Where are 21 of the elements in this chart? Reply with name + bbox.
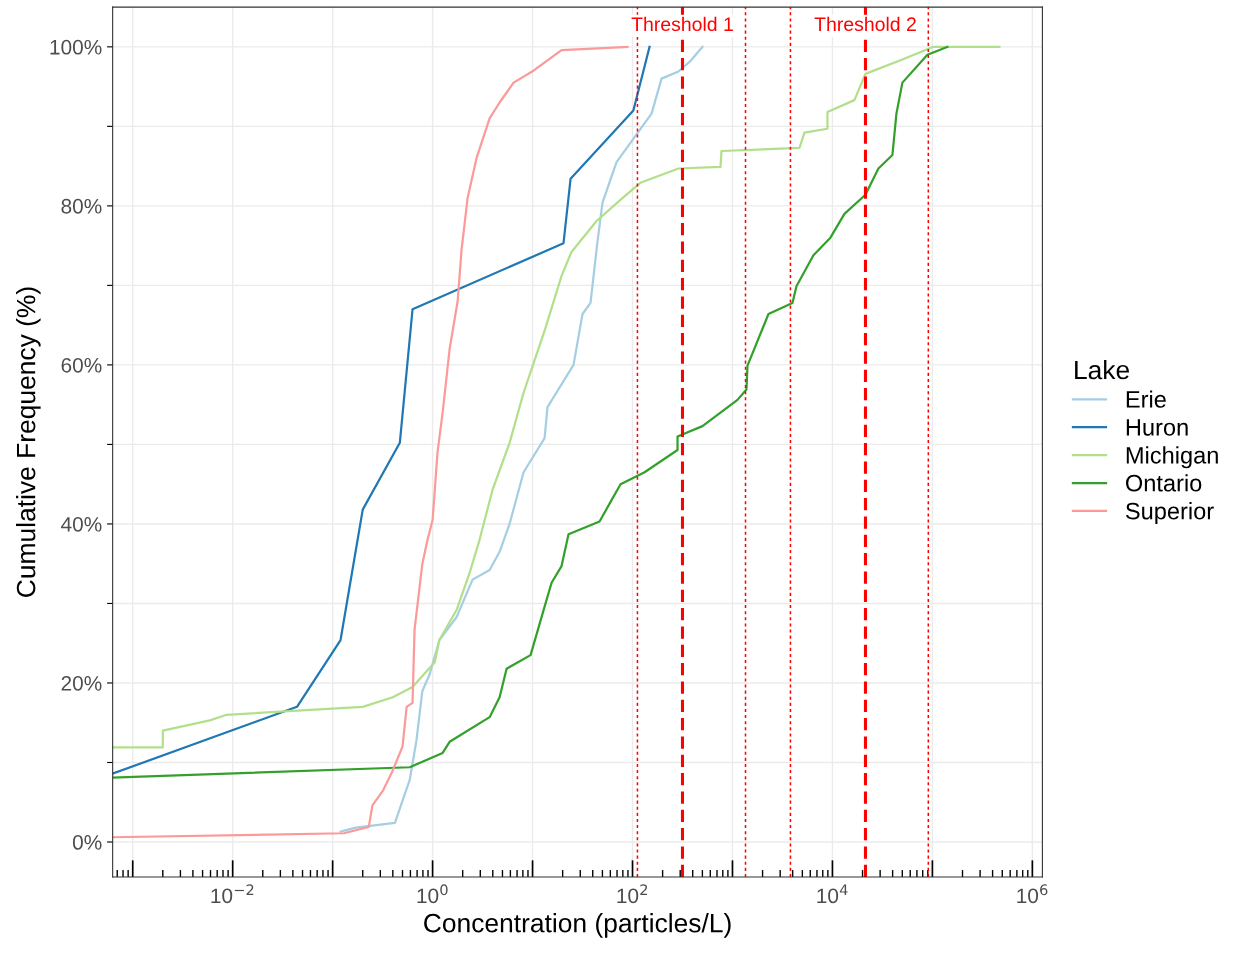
legend-label: Huron	[1126, 419, 1188, 436]
y-tick-label: 0%	[72, 835, 102, 850]
legend-label: Ontario	[1126, 474, 1202, 492]
x-tick-label: 10$^{4}$	[817, 884, 848, 904]
ref-line-label: Threshold 1	[631, 16, 733, 32]
y-tick-label: 20%	[61, 675, 102, 691]
x-tick-label: 10$^{2}$	[617, 884, 648, 904]
y-tick-label: 80%	[61, 198, 102, 214]
y-axis-title: Cumulative Frequency (%)	[16, 287, 41, 597]
y-tick-label: 100%	[50, 39, 102, 55]
legend-label: Superior	[1125, 502, 1214, 525]
x-tick-label: 10$^{6}$	[1017, 884, 1048, 904]
y-tick-label: 60%	[61, 357, 102, 373]
x-tick-label: 10$^{0}$	[417, 884, 448, 904]
legend-label: Erie	[1126, 390, 1166, 408]
x-tick-label: 10$^{−2}$	[211, 884, 254, 904]
legend-title: Lake	[1075, 359, 1129, 380]
y-tick-label: 40%	[61, 516, 102, 532]
x-axis-title: Concentration (particles/L)	[424, 913, 731, 938]
legend-label: Michigan	[1126, 446, 1218, 469]
ref-line-label: Threshold 2	[814, 16, 916, 32]
